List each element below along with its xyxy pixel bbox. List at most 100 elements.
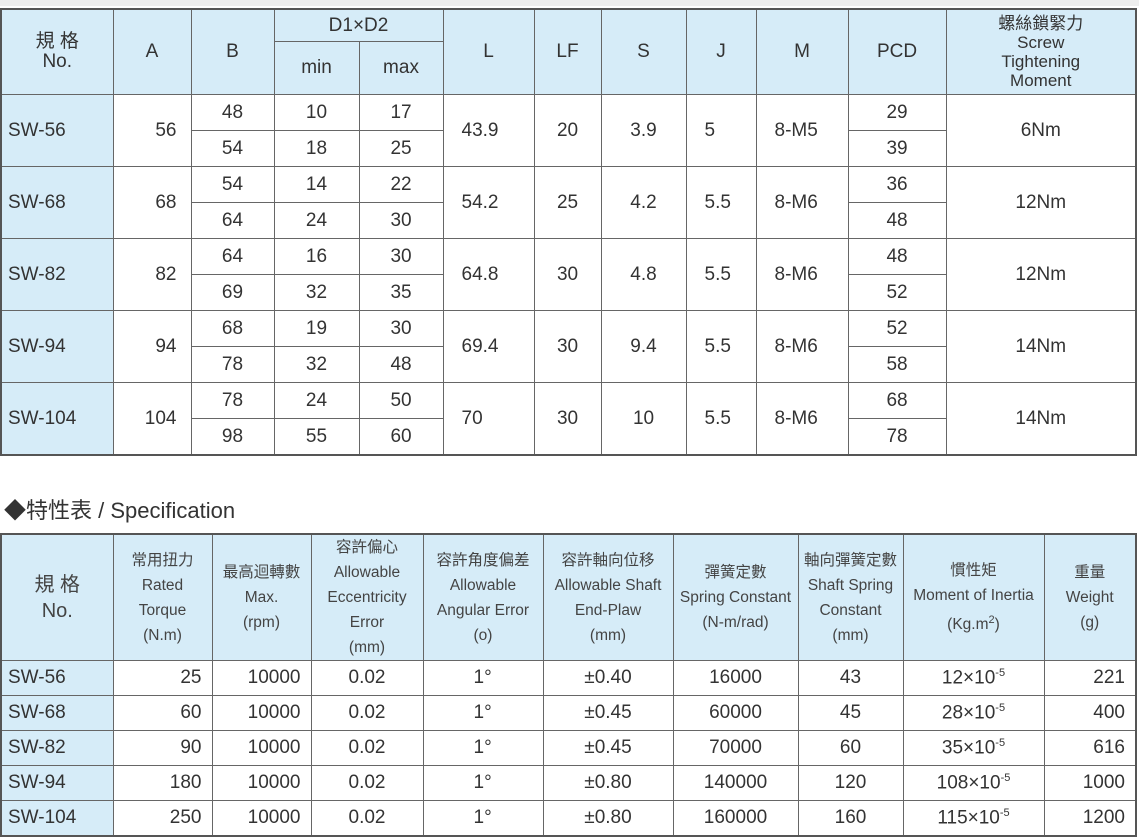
cell-max: 60 — [358, 418, 444, 456]
cell-inertia: 115×10-5 — [902, 800, 1045, 837]
cell-s: 10 — [600, 382, 687, 456]
cell-b: 54 — [190, 166, 275, 203]
header-l: L — [442, 8, 535, 95]
cell-rpm: 10000 — [211, 800, 312, 837]
cell-ang: 1° — [422, 765, 544, 801]
cell-shaft: 120 — [797, 765, 904, 801]
cell-m: 8-M6 — [755, 166, 849, 239]
table-row-sub: 54 18 25 39 — [1, 130, 1136, 167]
cell-min: 32 — [273, 274, 360, 311]
header-j: J — [685, 8, 757, 95]
cell-min: 55 — [273, 418, 360, 456]
cell-l: 54.2 — [442, 166, 535, 239]
cell-screw-torque: 6Nm — [945, 94, 1137, 167]
cell-b: 98 — [190, 418, 275, 456]
header-eccentricity: 容許偏心 Allowable Eccentricity Error (mm) — [310, 533, 424, 661]
table-row: SW-68 60 10000 0.02 1° ±0.45 60000 45 28×10-5 400 — [0, 695, 1137, 731]
cell-a: 82 — [112, 238, 192, 311]
cell-inertia: 28×10-5 — [902, 695, 1045, 731]
cell-lf: 30 — [533, 238, 602, 311]
cell-j: 5 — [685, 94, 757, 167]
cell-end: ±0.40 — [542, 660, 674, 696]
cell-min: 10 — [273, 94, 360, 131]
table-row: SW-68 68 54 14 22 54.2 25 4.2 5.5 8-M6 36 12Nm — [0, 166, 1137, 239]
cell-end: ±0.45 — [542, 695, 674, 731]
cell-max: 35 — [358, 274, 444, 311]
cell-no: SW-68 — [0, 695, 114, 731]
table-row: SW-56 25 10000 0.02 1° ±0.40 16000 43 12×10-5 221 — [0, 660, 1137, 696]
cell-pcd: 78 — [847, 418, 947, 456]
cell-min: 24 — [273, 382, 360, 419]
cell-ang: 1° — [422, 730, 544, 766]
cell-torque: 250 — [112, 800, 213, 837]
header-d1xd2: D1×D2 — [273, 8, 444, 42]
cell-ecc: 0.02 — [310, 800, 424, 837]
cell-inertia: 35×10-5 — [902, 730, 1045, 766]
cell-s: 3.9 — [600, 94, 687, 167]
cell-max: 30 — [358, 238, 444, 275]
cell-shaft: 60 — [797, 730, 904, 766]
table-row: SW-82 90 10000 0.02 1° ±0.45 70000 60 35×10-5 616 — [0, 730, 1137, 766]
cell-torque: 60 — [112, 695, 213, 731]
header-min: min — [273, 41, 360, 95]
cell-l: 64.8 — [442, 238, 535, 311]
cell-s: 9.4 — [600, 310, 687, 383]
cell-screw-torque: 12Nm — [945, 238, 1137, 311]
cell-lf: 30 — [533, 382, 602, 456]
cell-ang: 1° — [422, 800, 544, 837]
cell-torque: 25 — [112, 660, 213, 696]
cell-no: SW-82 — [0, 730, 114, 766]
cell-spring: 140000 — [672, 765, 799, 801]
cell-max: 22 — [358, 166, 444, 203]
cell-shaft: 43 — [797, 660, 904, 696]
cell-weight: 1200 — [1043, 800, 1137, 837]
cell-lf: 20 — [533, 94, 602, 167]
cell-min: 14 — [273, 166, 360, 203]
cell-max: 25 — [358, 130, 444, 167]
cell-pcd: 48 — [847, 202, 947, 239]
top-divider — [0, 0, 1139, 6]
cell-m: 8-M6 — [755, 382, 849, 456]
cell-lf: 30 — [533, 310, 602, 383]
header-pcd: PCD — [847, 8, 947, 95]
cell-max: 30 — [358, 202, 444, 239]
cell-ecc: 0.02 — [310, 730, 424, 766]
header-shaft-end-play: 容許軸向位移 Allowable Shaft End-Plaw (mm) — [542, 533, 674, 661]
cell-l: 43.9 — [442, 94, 535, 167]
cell-l: 69.4 — [442, 310, 535, 383]
cell-m: 8-M6 — [755, 310, 849, 383]
cell-inertia: 12×10-5 — [902, 660, 1045, 696]
cell-pcd: 39 — [847, 130, 947, 167]
cell-b: 69 — [190, 274, 275, 311]
cell-min: 19 — [273, 310, 360, 347]
cell-torque: 90 — [112, 730, 213, 766]
cell-rpm: 10000 — [211, 765, 312, 801]
cell-min: 32 — [273, 346, 360, 383]
cell-pcd: 36 — [847, 166, 947, 203]
table-row: SW-56 56 48 10 17 43.9 20 3.9 5 8-M5 29 6Nm — [0, 94, 1137, 167]
cell-b: 48 — [190, 94, 275, 131]
header-moment-of-inertia: 慣性矩 Moment of Inertia (Kg.m2) — [902, 533, 1045, 661]
header-max-rpm: 最高迴轉數 Max. (rpm) — [211, 533, 312, 661]
cell-no: SW-94 — [0, 310, 114, 383]
header-s: S — [600, 8, 687, 95]
spec-table: 規 格 No. 常用扭力 Rated Torque (N.m) 最高迴轉數 Max. (rpm)… — [0, 533, 1137, 837]
cell-torque: 180 — [112, 765, 213, 801]
cell-max: 30 — [358, 310, 444, 347]
cell-no: SW-94 — [0, 765, 114, 801]
table-row: SW-94 94 68 19 30 69.4 30 9.4 5.5 8-M6 52 14Nm — [0, 310, 1137, 383]
cell-pcd: 58 — [847, 346, 947, 383]
cell-no: SW-56 — [0, 660, 114, 696]
cell-pcd: 52 — [847, 310, 947, 347]
cell-b: 68 — [190, 310, 275, 347]
cell-max: 50 — [358, 382, 444, 419]
cell-rpm: 10000 — [211, 660, 312, 696]
cell-a: 94 — [112, 310, 192, 383]
cell-a: 68 — [112, 166, 192, 239]
header-screw-torque: 螺絲鎖緊力 Screw Tightening Moment — [945, 8, 1137, 95]
cell-m: 8-M5 — [755, 94, 849, 167]
table-row: SW-104 104 78 24 50 70 30 10 5.5 8-M6 68 14Nm — [0, 382, 1137, 456]
header-lf: LF — [533, 8, 602, 95]
cell-end: ±0.45 — [542, 730, 674, 766]
header-max: max — [358, 41, 444, 95]
